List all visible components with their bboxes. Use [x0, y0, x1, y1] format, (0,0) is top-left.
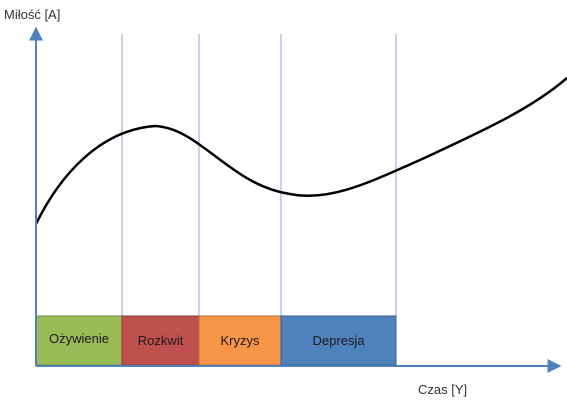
phase-label-ozywienie: Ożywienie [49, 331, 109, 346]
phase-dividers [121, 34, 397, 316]
y-axis-label: Miłość [A] [4, 7, 60, 22]
phase-box-depresja [280, 315, 397, 366]
phase-box-kryzys [198, 315, 282, 366]
phase-label-kryzys: Kryzys [221, 333, 261, 348]
phase-label-depresja: Depresja [312, 333, 365, 348]
phase-boxes: Ożywienie Rozkwit Kryzys Depresja [35, 315, 397, 366]
love-curve [34, 77, 567, 225]
phase-label-rozkwit: Rozkwit [138, 333, 184, 348]
x-axis-label: Czas [Y] [418, 382, 467, 397]
phase-box-ozywienie [35, 315, 123, 366]
